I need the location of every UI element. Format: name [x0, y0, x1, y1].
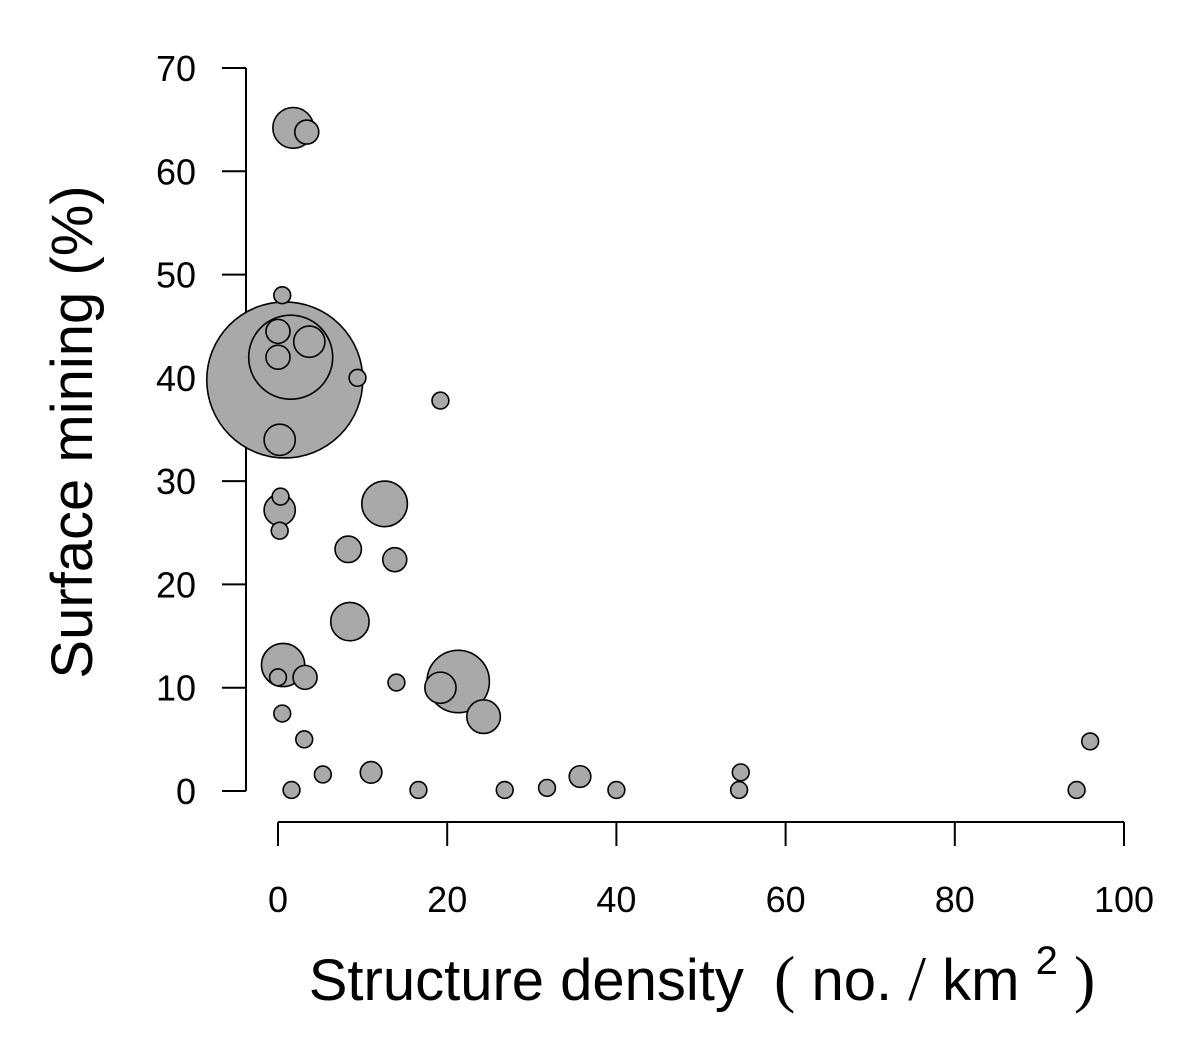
x-axis-title-slash: / — [908, 943, 926, 1014]
data-point — [329, 601, 370, 642]
x-axis-title: Structure density ( no. / km 2 ) — [309, 922, 1096, 1014]
x-axis-title-main: Structure density — [309, 948, 744, 1013]
data-point — [381, 546, 408, 573]
data-point — [282, 780, 301, 800]
x-tick-label: 20 — [427, 879, 467, 920]
x-tick-label: 80 — [935, 879, 975, 920]
data-point — [334, 535, 363, 564]
data-point — [387, 673, 406, 692]
data-point — [273, 286, 292, 305]
y-tick-label: 30 — [156, 461, 196, 502]
x-axis-title-paren-close: ) — [1074, 943, 1095, 1014]
y-tick-label: 50 — [156, 255, 196, 296]
data-point — [729, 780, 749, 800]
y-tick-label: 20 — [156, 564, 196, 605]
x-tick-label: 40 — [596, 879, 636, 920]
x-axis-title-unit-sup: 2 — [1036, 939, 1058, 983]
data-point — [359, 760, 383, 785]
data-point — [268, 668, 288, 687]
data-point — [465, 699, 502, 735]
y-tick-label: 40 — [156, 358, 196, 399]
data-point — [271, 487, 290, 506]
x-tick-label: 60 — [766, 879, 806, 920]
data-point — [348, 368, 367, 388]
x-axis-title-paren-open: ( — [774, 943, 795, 1014]
x-axis-title-unit-num: no. — [811, 948, 892, 1013]
data-point — [431, 391, 450, 410]
data-point — [731, 763, 750, 782]
data-point — [360, 480, 409, 528]
data-point — [607, 780, 626, 800]
x-tick-label: 100 — [1094, 879, 1154, 920]
x-axis-title-unit-den: km — [942, 948, 1019, 1013]
data-point — [568, 764, 592, 789]
data-point — [409, 780, 428, 800]
data-point — [295, 730, 314, 749]
y-axis-title: Surface mining (%) — [40, 185, 105, 678]
x-axis: 0 20 40 60 80 100 — [268, 821, 1154, 920]
data-point — [263, 423, 297, 457]
y-axis: 0 10 20 30 40 50 60 70 — [156, 48, 247, 812]
data-point — [270, 521, 289, 540]
x-tick-label: 0 — [268, 879, 288, 920]
data-point — [292, 664, 318, 691]
y-tick-label: 60 — [156, 151, 196, 192]
data-point — [537, 778, 557, 798]
bubble-series — [205, 106, 1100, 800]
y-tick-label: 70 — [156, 48, 196, 89]
data-point — [273, 704, 292, 723]
y-tick-label: 0 — [176, 771, 196, 812]
y-tick-label: 10 — [156, 668, 196, 709]
data-point — [292, 325, 326, 359]
data-point — [293, 119, 320, 145]
data-point — [424, 671, 457, 705]
data-point — [495, 780, 514, 800]
data-point — [1080, 732, 1100, 751]
data-point — [265, 344, 291, 371]
data-point — [1067, 780, 1086, 800]
data-point — [313, 765, 333, 784]
data-point — [265, 318, 291, 345]
